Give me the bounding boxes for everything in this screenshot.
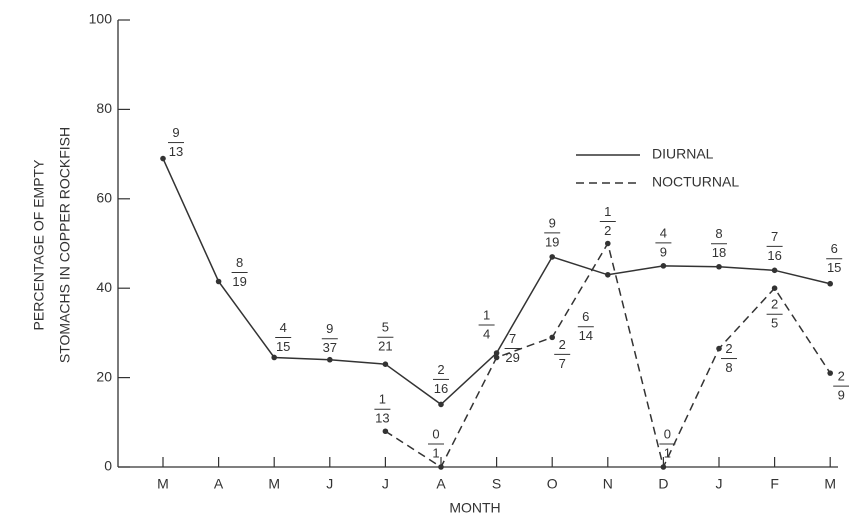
data-point: [549, 254, 555, 260]
data-point: [771, 285, 778, 292]
data-label-denominator: 1: [664, 445, 671, 460]
data-point: [605, 240, 611, 247]
data-label-numerator: 4: [280, 320, 287, 335]
data-label-numerator: 2: [771, 297, 778, 312]
x-tick-label: A: [436, 476, 446, 492]
y-tick-label: 60: [96, 190, 112, 206]
data-label-numerator: 7: [509, 331, 516, 346]
y-tick-label: 100: [89, 11, 113, 27]
data-label-numerator: 6: [582, 309, 589, 324]
data-label-denominator: 37: [323, 340, 337, 355]
data-point: [160, 155, 166, 162]
data-point: [438, 464, 444, 470]
y-axis-label: PERCENTAGE OF EMPTY: [31, 159, 47, 331]
legend-label: NOCTURNAL: [652, 174, 739, 190]
x-tick-label: M: [157, 476, 169, 492]
data-label-denominator: 18: [712, 245, 726, 260]
data-point: [660, 464, 667, 470]
x-axis-label: MONTH: [449, 500, 500, 516]
data-label-numerator: 2: [725, 341, 732, 356]
data-label-numerator: 1: [604, 204, 611, 219]
data-point: [382, 428, 389, 435]
data-point: [827, 370, 833, 376]
y-tick-label: 0: [104, 458, 112, 474]
data-label-denominator: 13: [375, 411, 389, 426]
data-label-denominator: 15: [276, 339, 290, 354]
data-label-denominator: 4: [483, 326, 490, 341]
data-label-numerator: 2: [838, 369, 845, 384]
data-point: [660, 263, 667, 269]
data-label-numerator: 8: [715, 226, 722, 241]
data-point: [827, 280, 833, 287]
data-label-denominator: 9: [660, 244, 667, 259]
data-label-denominator: 15: [827, 260, 841, 275]
x-tick-label: N: [603, 476, 613, 492]
data-point: [493, 350, 500, 356]
x-tick-label: J: [326, 476, 333, 492]
data-label-numerator: 7: [771, 229, 778, 244]
data-label-denominator: 19: [545, 234, 559, 249]
data-point: [716, 263, 722, 270]
data-label-denominator: 21: [378, 339, 392, 354]
data-point: [438, 401, 444, 408]
y-axis-label: STOMACHS IN COPPER ROCKFISH: [57, 127, 73, 363]
x-tick-label: O: [547, 476, 558, 492]
x-tick-label: M: [268, 476, 280, 492]
data-label-denominator: 14: [579, 328, 593, 343]
data-point: [716, 345, 722, 352]
data-label-numerator: 9: [549, 215, 556, 230]
data-label-denominator: 16: [767, 248, 781, 263]
data-point: [271, 354, 278, 361]
x-tick-label: F: [770, 476, 779, 492]
data-label-denominator: 19: [232, 274, 246, 289]
x-tick-label: J: [382, 476, 389, 492]
data-label-numerator: 0: [432, 426, 439, 441]
data-point: [327, 356, 333, 363]
data-point: [382, 361, 389, 367]
data-label-numerator: 1: [483, 307, 490, 322]
data-point: [771, 267, 778, 274]
data-label-denominator: 8: [725, 360, 732, 375]
data-label-denominator: 5: [771, 316, 778, 331]
y-tick-label: 20: [96, 368, 112, 384]
x-tick-label: A: [214, 476, 224, 492]
data-label-numerator: 9: [172, 125, 179, 140]
data-point: [215, 278, 222, 285]
x-tick-label: D: [658, 476, 668, 492]
data-label-denominator: 16: [434, 381, 448, 396]
x-tick-label: S: [492, 476, 501, 492]
data-label-numerator: 4: [660, 225, 667, 240]
legend-label: DIURNAL: [652, 146, 714, 162]
data-label-denominator: 7: [559, 356, 566, 371]
data-label-denominator: 9: [838, 388, 845, 403]
data-label-denominator: 29: [505, 350, 519, 365]
y-tick-label: 80: [96, 100, 112, 116]
data-point: [549, 334, 555, 341]
data-label-denominator: 13: [169, 144, 183, 159]
data-label-denominator: 1: [432, 445, 439, 460]
y-tick-label: 40: [96, 279, 112, 295]
x-tick-label: M: [824, 476, 836, 492]
data-label-numerator: 2: [437, 362, 444, 377]
data-point: [493, 354, 500, 361]
data-label-numerator: 9: [326, 321, 333, 336]
data-label-numerator: 8: [236, 255, 243, 270]
data-point: [605, 271, 611, 278]
data-label-denominator: 2: [604, 223, 611, 238]
x-tick-label: J: [716, 476, 723, 492]
data-label-numerator: 1: [379, 392, 386, 407]
data-label-numerator: 6: [831, 241, 838, 256]
data-label-numerator: 2: [559, 337, 566, 352]
data-label-numerator: 0: [664, 426, 671, 441]
data-label-numerator: 5: [382, 320, 389, 335]
